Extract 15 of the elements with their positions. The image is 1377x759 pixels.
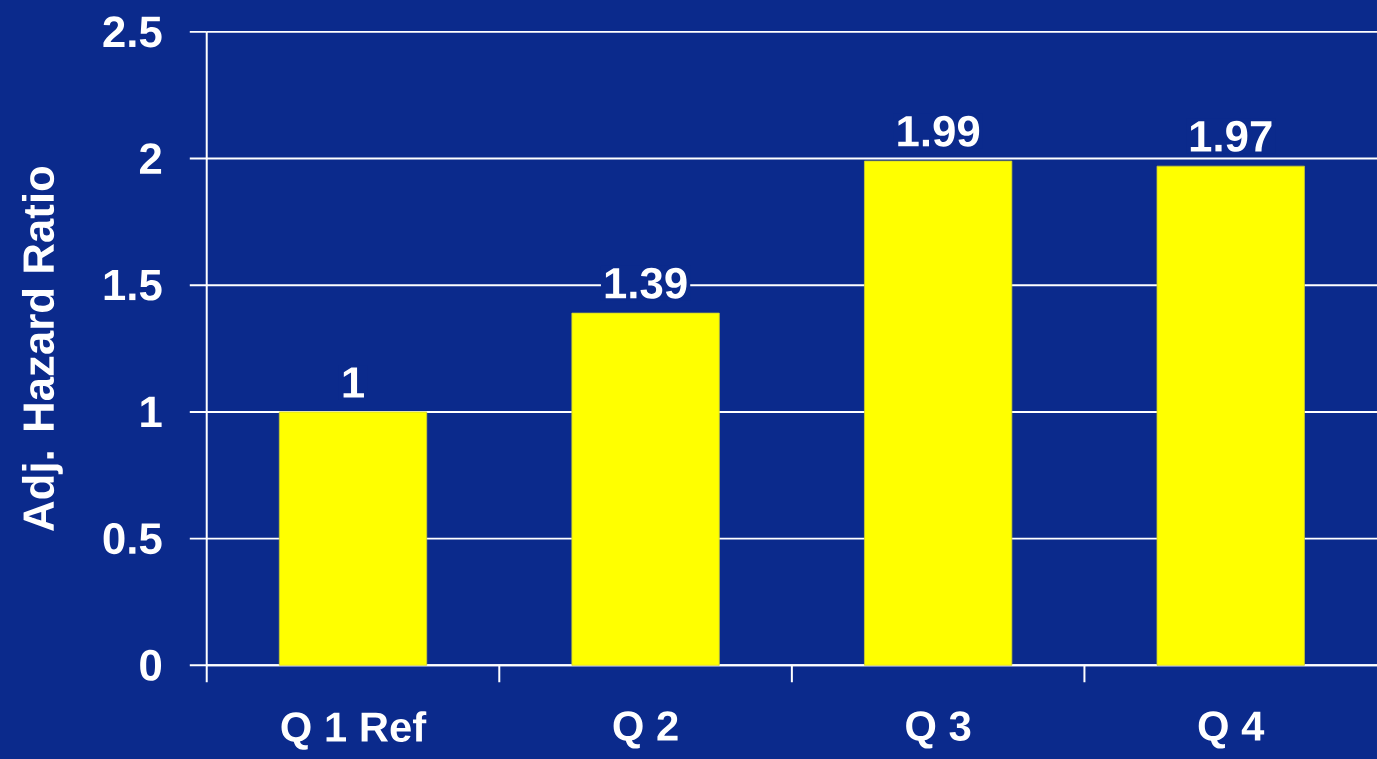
x-tick-label: Q 3	[906, 711, 971, 749]
x-tick-label: Q 2	[613, 711, 678, 749]
y-tick-label: 2	[139, 143, 162, 174]
y-axis-title: Adj. Hazard Ratio	[21, 166, 63, 531]
y-tick-label: 1	[141, 396, 162, 428]
y-tick-label: 2.5	[103, 16, 162, 48]
data-label: 1.97	[1190, 120, 1272, 152]
y-tick-label: 0.5	[103, 523, 162, 555]
x-tick-label: Q 4	[1198, 711, 1265, 749]
x-tick-label: Q 1 Ref	[281, 711, 427, 750]
data-label: 1	[343, 367, 364, 398]
data-label: 1.39	[605, 267, 687, 299]
y-tick-label: 1.5	[104, 270, 162, 301]
y-tick-label: 0	[140, 649, 162, 681]
data-label: 1.99	[898, 115, 980, 147]
